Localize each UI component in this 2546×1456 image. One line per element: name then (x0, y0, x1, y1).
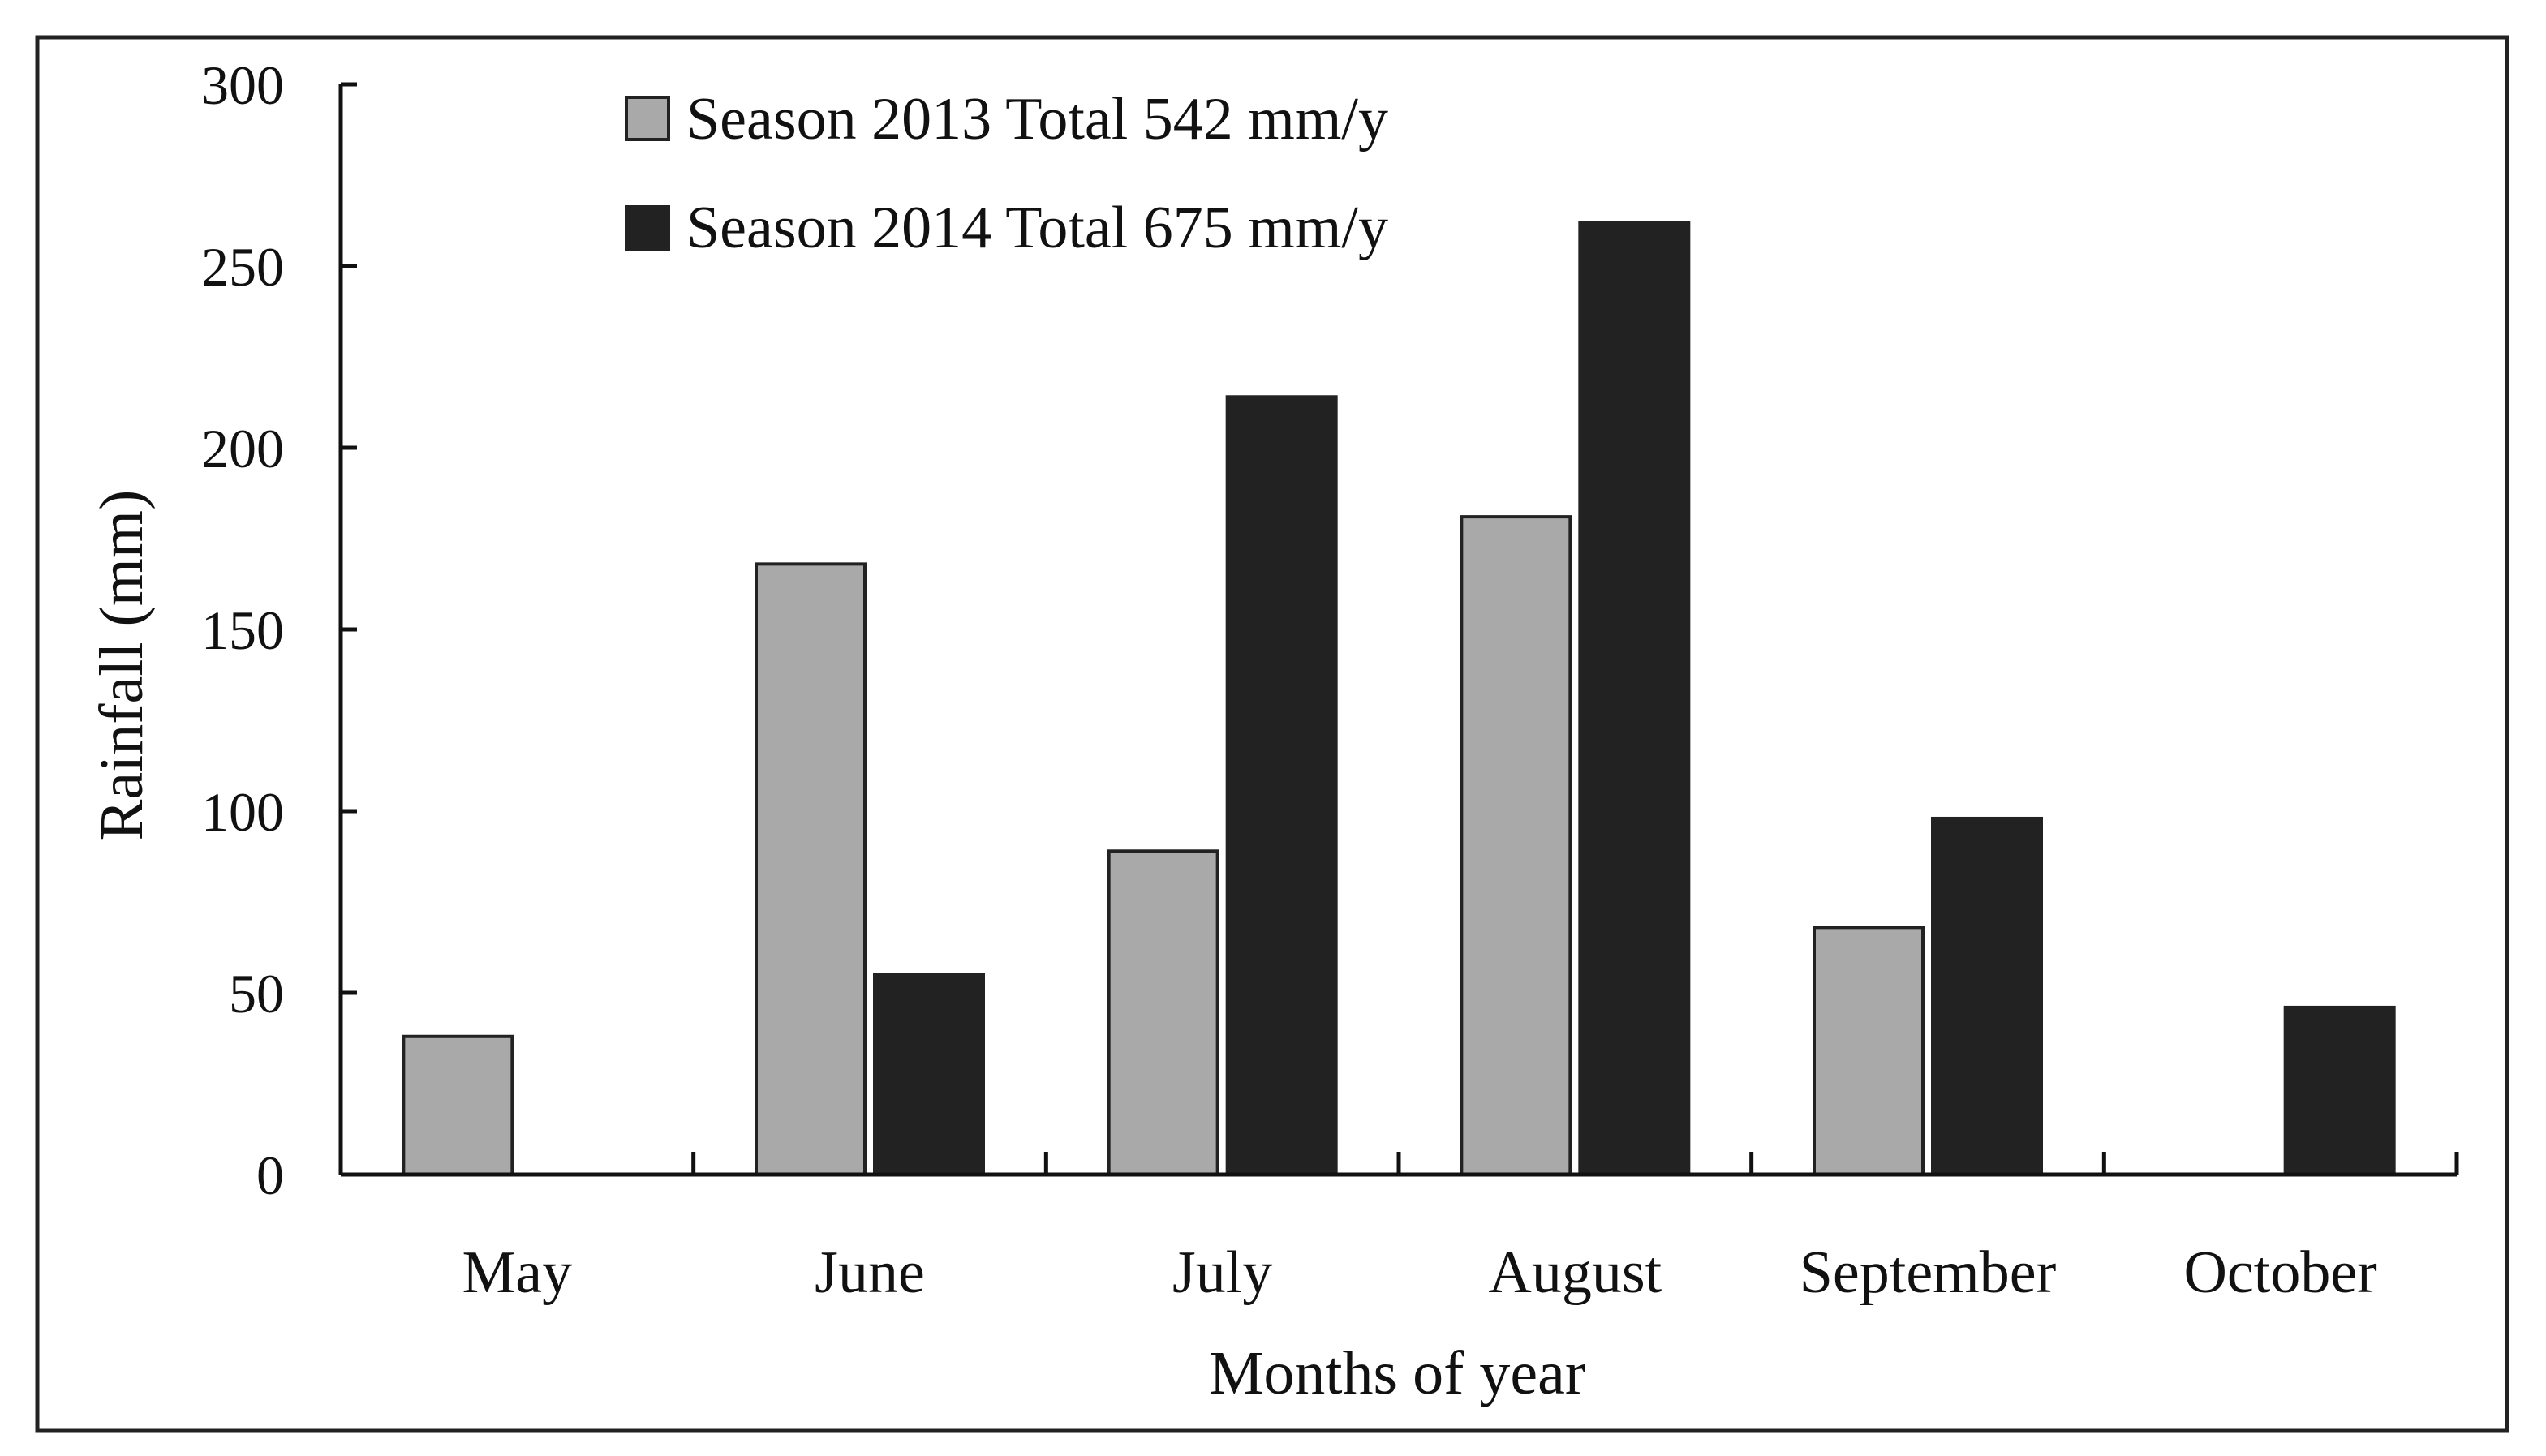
bar-2014-august (1578, 221, 1691, 1176)
y-tick-label: 150 (201, 599, 284, 661)
y-tick-label: 300 (201, 54, 284, 116)
legend-swatch-2014 (625, 205, 670, 251)
y-axis-title: Rainfall (mm) (88, 490, 156, 841)
legend-swatch-2013 (625, 96, 670, 141)
bar-2014-october (2283, 1005, 2396, 1177)
bar-2014-september (1931, 816, 2043, 1177)
legend-label-2013: Season 2013 Total 542 mm/y (686, 86, 1388, 152)
y-tick-label: 50 (229, 963, 284, 1024)
y-tick-label: 100 (201, 781, 284, 843)
bar-2013-may (402, 1034, 514, 1177)
bar-2013-july (1107, 849, 1219, 1177)
bar-2014-june (873, 973, 985, 1176)
bar-2013-august (1460, 515, 1572, 1176)
x-category-label: June (815, 1239, 925, 1306)
x-axis-title: Months of year (1209, 1339, 1585, 1407)
legend: Season 2013 Total 542 mm/y Season 2014 T… (625, 86, 1388, 261)
bar-2013-september (1813, 926, 1925, 1176)
axes-group: 0 50 100 150 200 250 300 May June July August Septe… (201, 54, 2459, 1306)
bar-2013-june (755, 562, 867, 1176)
x-category-label: August (1488, 1239, 1662, 1306)
x-category-label: October (2183, 1239, 2376, 1306)
x-category-label: May (462, 1239, 573, 1306)
y-tick-label: 250 (201, 236, 284, 298)
legend-label-2014: Season 2014 Total 675 mm/y (686, 195, 1388, 261)
bar-2014-july (1225, 395, 1338, 1176)
x-category-label: July (1172, 1239, 1272, 1306)
x-category-label: September (1800, 1239, 2056, 1306)
y-tick-label: 0 (256, 1145, 284, 1206)
y-tick-label: 200 (201, 418, 284, 479)
bars-group (402, 221, 2396, 1177)
